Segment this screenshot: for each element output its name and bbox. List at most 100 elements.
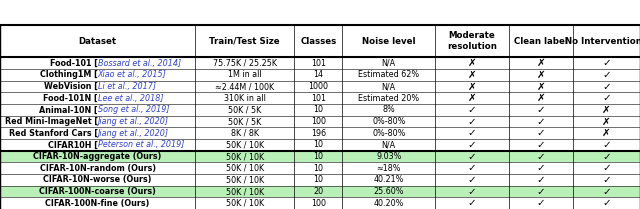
Text: Food-101N [Lee et al., 2018]: Food-101N [Lee et al., 2018] [33, 94, 162, 103]
Text: ✓: ✓ [536, 186, 545, 196]
Text: 50K / 10K: 50K / 10K [226, 152, 264, 161]
Text: Estimated 20%: Estimated 20% [358, 94, 419, 103]
Text: CIFAR10H [: CIFAR10H [ [48, 140, 97, 149]
Text: CIFAR-10N-aggregate (Ours): CIFAR-10N-aggregate (Ours) [33, 152, 162, 161]
Text: ≈2.44M / 100K: ≈2.44M / 100K [215, 82, 275, 91]
Text: Li et al., 2017]: Li et al., 2017] [97, 82, 156, 91]
Text: ✗: ✗ [602, 105, 611, 115]
Bar [0, 69, 640, 81]
Text: ✓: ✓ [536, 105, 545, 115]
Bar [0, 57, 640, 69]
Text: N/A: N/A [381, 82, 396, 91]
Text: 40.20%: 40.20% [374, 199, 404, 208]
Text: Peterson et al., 2019]: Peterson et al., 2019] [97, 140, 184, 149]
Text: 50K / 5K: 50K / 5K [228, 105, 261, 114]
Text: ✓: ✓ [468, 152, 476, 162]
Text: 50K / 10K: 50K / 10K [226, 187, 264, 196]
Text: 25.60%: 25.60% [374, 187, 404, 196]
Text: 101: 101 [311, 94, 326, 103]
Text: ✗: ✗ [602, 117, 611, 127]
Text: 20: 20 [314, 187, 323, 196]
Text: Clothing1M [: Clothing1M [ [40, 70, 97, 79]
Text: Clean label: Clean label [514, 37, 568, 46]
Text: ✓: ✓ [468, 140, 476, 150]
Text: CIFAR-10N-worse (Ours): CIFAR-10N-worse (Ours) [44, 175, 152, 184]
Text: 8K / 8K: 8K / 8K [231, 129, 259, 138]
Text: Food-101N [: Food-101N [ [43, 94, 97, 103]
Text: Red Stanford Cars [: Red Stanford Cars [ [8, 129, 97, 138]
Text: CIFAR-100N-coarse (Ours): CIFAR-100N-coarse (Ours) [39, 187, 156, 196]
Text: ✓: ✓ [468, 128, 476, 138]
Bar [0, 81, 640, 92]
Text: ✓: ✓ [468, 105, 476, 115]
Text: 50K / 10K: 50K / 10K [226, 164, 264, 173]
Text: No Interventions: No Interventions [565, 37, 640, 46]
Text: ✗: ✗ [536, 82, 545, 92]
Text: Food-101 [Bossard et al., 2014]: Food-101 [Bossard et al., 2014] [26, 59, 169, 68]
Text: Red Mini-ImageNet [: Red Mini-ImageNet [ [4, 117, 97, 126]
Text: 10: 10 [314, 140, 323, 149]
Text: ✗: ✗ [468, 70, 476, 80]
Bar [0, 127, 640, 139]
Text: Moderate
resolution: Moderate resolution [447, 31, 497, 51]
Text: Animal-10N [: Animal-10N [ [39, 105, 97, 114]
Text: Xiao et al., 2015]: Xiao et al., 2015] [97, 70, 166, 79]
Text: Red Stanford Cars [Jiang et al., 2020]: Red Stanford Cars [Jiang et al., 2020] [13, 129, 182, 138]
Text: 14: 14 [314, 70, 323, 79]
Text: WebVision [: WebVision [ [44, 82, 97, 91]
Text: ✓: ✓ [602, 175, 611, 185]
Text: ✓: ✓ [602, 70, 611, 80]
Text: ✓: ✓ [536, 140, 545, 150]
Bar [0, 174, 640, 186]
Text: 50K / 10K: 50K / 10K [226, 199, 264, 208]
Text: CIFAR-100N-fine (Ours): CIFAR-100N-fine (Ours) [45, 199, 150, 208]
Text: 50K / 10K: 50K / 10K [226, 175, 264, 184]
Text: 40.21%: 40.21% [374, 175, 404, 184]
Text: 0%-80%: 0%-80% [372, 129, 406, 138]
Text: CIFAR10H [Peterson et al., 2019]: CIFAR10H [Peterson et al., 2019] [24, 140, 172, 149]
Text: 310K in all: 310K in all [224, 94, 266, 103]
Text: ✓: ✓ [536, 175, 545, 185]
Text: Dataset: Dataset [79, 37, 116, 46]
Bar [0, 197, 640, 209]
Text: ✓: ✓ [602, 163, 611, 173]
Text: ✓: ✓ [602, 82, 611, 92]
Text: Song et al., 2019]: Song et al., 2019] [97, 105, 169, 114]
Text: WebVision [Li et al., 2017]: WebVision [Li et al., 2017] [38, 82, 157, 91]
Bar [0, 116, 640, 127]
Text: 50K / 5K: 50K / 5K [228, 117, 261, 126]
Text: ✗: ✗ [468, 82, 476, 92]
Text: Bossard et al., 2014]: Bossard et al., 2014] [97, 59, 180, 68]
Text: 1000: 1000 [308, 82, 328, 91]
Text: 100: 100 [311, 117, 326, 126]
Text: ✓: ✓ [468, 198, 476, 208]
Text: ✓: ✓ [602, 140, 611, 150]
Text: 75.75K / 25.25K: 75.75K / 25.25K [212, 59, 276, 68]
Text: 10: 10 [314, 152, 323, 161]
Bar [0, 186, 640, 197]
Text: ✗: ✗ [468, 58, 476, 68]
Text: 0%-80%: 0%-80% [372, 117, 406, 126]
Text: ✗: ✗ [536, 58, 545, 68]
Text: Estimated 62%: Estimated 62% [358, 70, 419, 79]
Text: Food-101 [: Food-101 [ [50, 59, 97, 68]
Text: ✓: ✓ [536, 128, 545, 138]
Text: 50K / 10K: 50K / 10K [226, 140, 264, 149]
Text: Jiang et al., 2020]: Jiang et al., 2020] [97, 129, 168, 138]
Text: ✓: ✓ [468, 163, 476, 173]
Text: ✓: ✓ [536, 163, 545, 173]
Text: ✗: ✗ [536, 70, 545, 80]
Text: ✓: ✓ [536, 152, 545, 162]
Text: ✗: ✗ [602, 128, 611, 138]
Text: CIFAR-10N-random (Ours): CIFAR-10N-random (Ours) [40, 164, 156, 173]
Text: Lee et al., 2018]: Lee et al., 2018] [97, 94, 163, 103]
Text: ✓: ✓ [602, 186, 611, 196]
Bar [0, 25, 640, 57]
Text: ≈18%: ≈18% [376, 164, 401, 173]
Text: 100: 100 [311, 199, 326, 208]
Text: 10: 10 [314, 164, 323, 173]
Text: ✓: ✓ [468, 175, 476, 185]
Text: ✓: ✓ [536, 198, 545, 208]
Text: Animal-10N [Song et al., 2019]: Animal-10N [Song et al., 2019] [28, 105, 167, 114]
Text: 196: 196 [311, 129, 326, 138]
